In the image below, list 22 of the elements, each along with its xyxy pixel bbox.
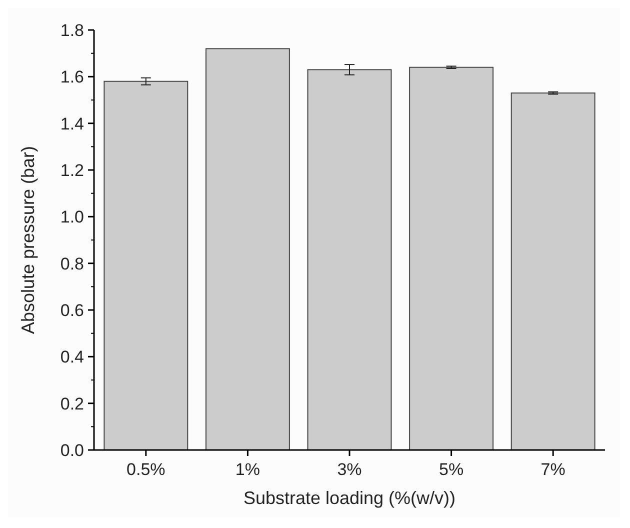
- y-axis-title: Absolute pressure (bar): [18, 146, 38, 334]
- y-tick-label: 0.0: [60, 440, 84, 460]
- x-tick-label: 0.5%: [126, 460, 166, 479]
- bar: [205, 48, 290, 450]
- bar: [104, 80, 188, 450]
- y-tick-label: 0.4: [60, 348, 84, 367]
- x-axis-title: Substrate loading (%(w/v)): [243, 488, 456, 508]
- x-tick-label: 5%: [439, 460, 464, 479]
- x-tick-label: 3%: [337, 460, 362, 479]
- bar: [409, 66, 494, 450]
- y-tick-label: 1.4: [60, 114, 84, 134]
- y-tick-label: 1.0: [60, 208, 84, 227]
- bar: [307, 69, 392, 450]
- y-tick-label: 1.2: [60, 160, 84, 180]
- bar: [510, 92, 596, 450]
- y-tick-label: 1.6: [60, 68, 84, 87]
- x-tick-label: 1%: [235, 460, 260, 479]
- y-tick-label: 0.2: [60, 394, 84, 414]
- y-tick-label: 1.8: [60, 20, 84, 40]
- y-tick-label: 0.6: [60, 300, 84, 320]
- y-tick-label: 0.8: [60, 254, 84, 274]
- x-tick-label: 7%: [540, 460, 566, 479]
